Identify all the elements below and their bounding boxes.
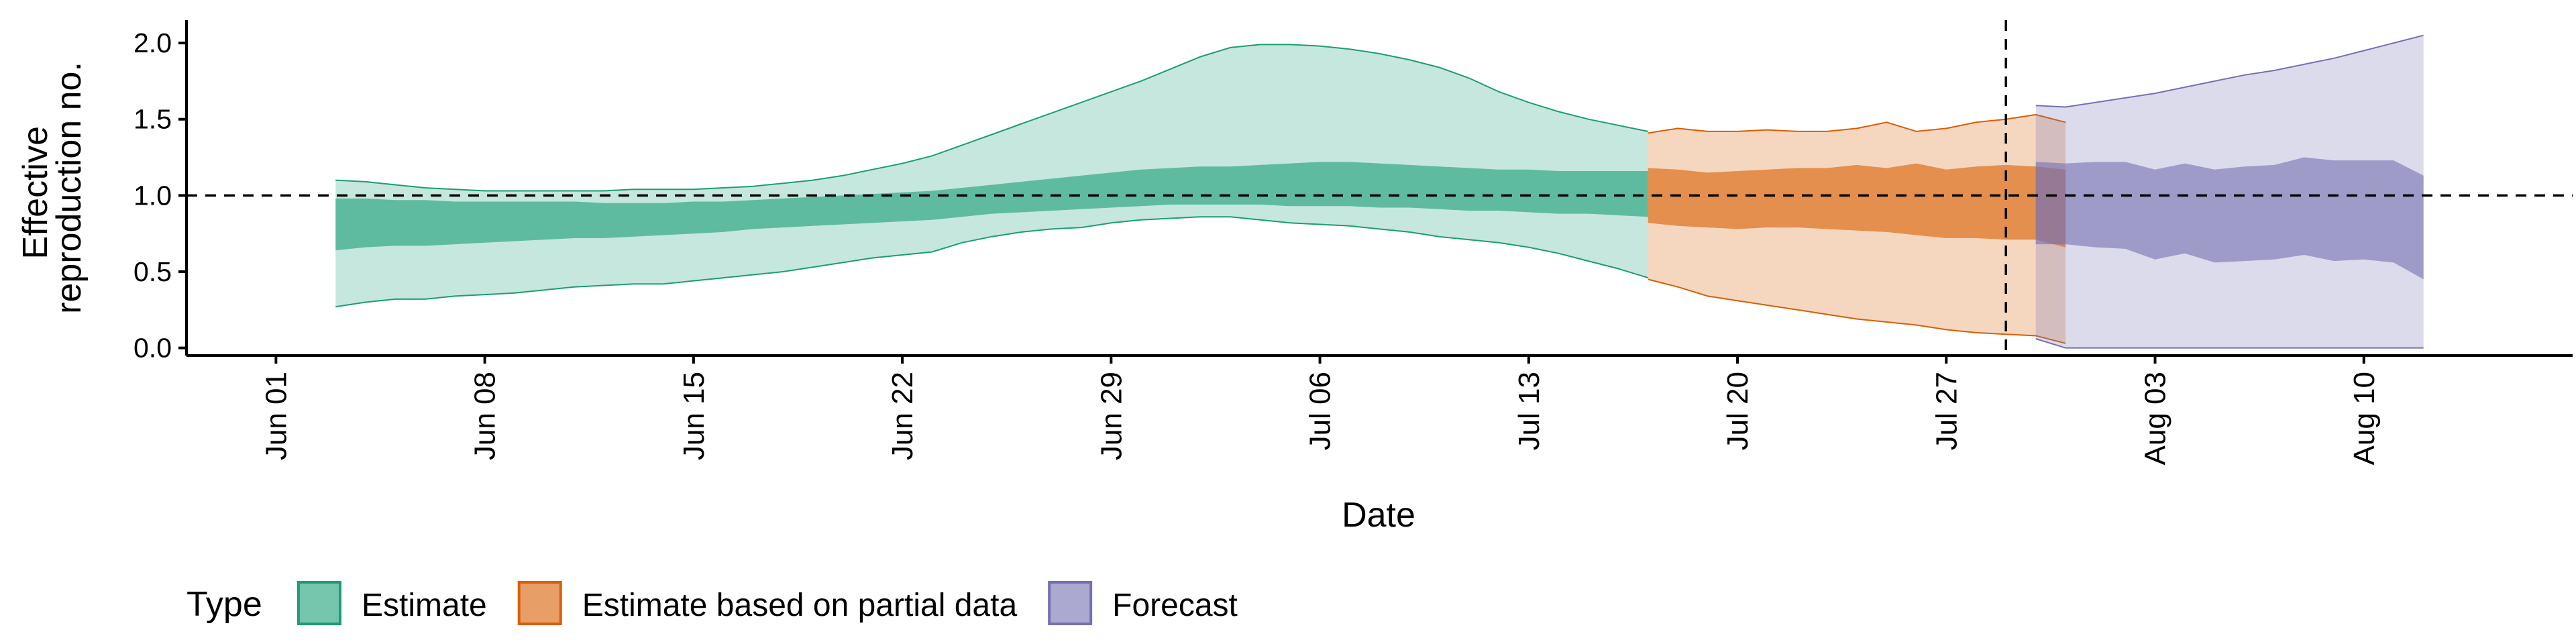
series-estimate-lower-edge <box>335 216 1648 308</box>
legend-title: Type <box>186 585 262 624</box>
x-tick-label: Jul 27 <box>1930 372 1963 450</box>
legend-item-estimate: Estimate <box>297 581 487 625</box>
legend-item-forecast: Forecast <box>1048 581 1238 625</box>
y-axis-title-line-2: reproduction no. <box>50 62 89 314</box>
series-forecast-inner-band <box>2035 157 2424 280</box>
series-forecast-upper-edge <box>2035 34 2424 108</box>
legend-key-estimate-based-on-partial-data <box>517 581 562 625</box>
series-estimate <box>335 44 1648 308</box>
x-tick-label: Jul 20 <box>1721 372 1754 450</box>
legend-label-forecast: Forecast <box>1112 588 1238 623</box>
series-estimate-inner-band <box>335 162 1648 251</box>
x-tick-label: Jun 29 <box>1095 372 1128 460</box>
reference-lines <box>186 20 2573 356</box>
series-estimate-outer-band <box>335 44 1648 307</box>
axes <box>185 20 2573 357</box>
x-tick-label: Aug 10 <box>2348 372 2381 465</box>
y-tick-label: 1.0 <box>133 180 172 211</box>
series-estimate-based-on-partial-data-inner-band <box>1648 163 2066 248</box>
x-ticks: Jun 01 Jun 08 Jun 15 Jun 22 Jun 29 Jul 06 Jul … <box>260 356 2381 465</box>
x-tick-label: Jun 22 <box>886 372 919 460</box>
legend-label-estimate-based-on-partial-data: Estimate based on partial data <box>582 588 1018 623</box>
y-axis-title-line-1: Effective <box>16 126 55 259</box>
y-ticks: 0.0 0.5 1.0 1.5 2.0 <box>133 28 186 364</box>
y-tick-label: 1.5 <box>133 104 172 135</box>
x-tick-label: Jun 15 <box>678 372 710 460</box>
x-tick-label: Jul 13 <box>1513 372 1546 450</box>
x-axis-title: Date <box>1342 496 1415 535</box>
legend-key-estimate <box>297 581 341 625</box>
legend-key-forecast <box>1048 581 1093 625</box>
y-tick-label: 0.0 <box>133 333 172 364</box>
legend-label-estimate: Estimate <box>362 588 487 623</box>
x-tick-label: Jun 01 <box>260 372 292 460</box>
legend-item-estimate-based-on-partial-data: Estimate based on partial data <box>517 581 1018 625</box>
ribbon-bands <box>335 34 2424 349</box>
y-tick-label: 0.5 <box>133 256 172 287</box>
y-tick-label: 2.0 <box>133 28 172 58</box>
series-estimate-based-on-partial-data-lower-edge <box>1648 278 2066 344</box>
x-tick-label: Aug 03 <box>2139 372 2172 465</box>
x-tick-label: Jul 06 <box>1304 372 1337 450</box>
series-forecast-lower-edge <box>2035 338 2424 349</box>
x-tick-label: Jun 08 <box>469 372 502 460</box>
series-estimate-based-on-partial-data <box>1648 113 2066 344</box>
series-estimate-upper-edge <box>335 44 1648 192</box>
y-axis-title: Effective reproduction no. <box>16 62 89 314</box>
series-forecast <box>2035 34 2424 349</box>
series-estimate-based-on-partial-data-upper-edge <box>1648 113 2066 134</box>
legend: Type Estimate Estimate based on partial d… <box>186 581 1238 625</box>
